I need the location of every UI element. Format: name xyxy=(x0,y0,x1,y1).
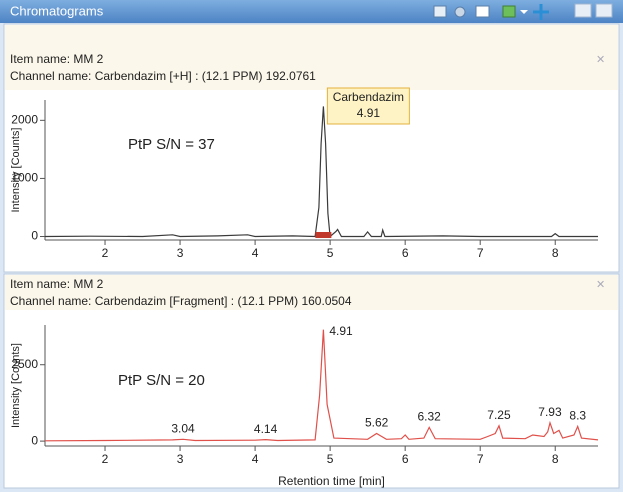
tooltip-box xyxy=(326,87,410,125)
y-tick-label: 0 xyxy=(31,433,38,447)
panel-header xyxy=(5,25,618,90)
peak-label: 4.91 xyxy=(329,324,353,338)
peak-label: 8.3 xyxy=(569,409,586,423)
x-tick-label: 6 xyxy=(402,246,409,260)
x-tick-label: 8 xyxy=(552,452,559,466)
title-bar xyxy=(0,0,623,23)
annotation: PtP S/N = 37 xyxy=(128,136,215,153)
y-axis-label: Intensity [Counts] xyxy=(10,343,22,428)
item-name: Item name: MM 2 xyxy=(10,52,104,66)
channel-name: Channel name: Carbendazim [Fragment] : (… xyxy=(10,294,352,308)
integration-marker xyxy=(315,232,332,238)
annotation: PtP S/N = 20 xyxy=(118,372,205,389)
peak-label: 5.62 xyxy=(365,416,389,430)
x-tick-label: 2 xyxy=(102,452,109,466)
window-title: Chromatograms xyxy=(10,3,104,18)
tooltip-name: Carbendazim xyxy=(333,90,404,104)
peak-label: 3.04 xyxy=(171,421,195,435)
x-tick-label: 5 xyxy=(327,246,334,260)
item-name: Item name: MM 2 xyxy=(10,277,104,291)
panel-header xyxy=(5,275,618,310)
x-tick-label: 7 xyxy=(477,246,484,260)
y-tick-label: 1000 xyxy=(11,171,38,185)
x-axis-label: Retention time [min] xyxy=(278,474,385,488)
x-tick-label: 7 xyxy=(477,452,484,466)
trace xyxy=(44,329,599,442)
peak-label: 7.25 xyxy=(487,408,511,422)
x-tick-label: 3 xyxy=(177,246,184,260)
y-tick-label: 2500 xyxy=(11,357,38,371)
peak-label: 6.32 xyxy=(417,410,441,424)
x-tick-label: 4 xyxy=(252,246,259,260)
x-tick-label: 4 xyxy=(252,452,259,466)
y-axis-label: Intensity [Counts] xyxy=(10,128,22,213)
y-tick-label: 0 xyxy=(31,229,38,243)
panel-close[interactable]: ✕ xyxy=(596,279,605,291)
x-tick-label: 5 xyxy=(327,452,334,466)
x-tick-label: 3 xyxy=(177,452,184,466)
toolbar[interactable] xyxy=(433,3,613,20)
x-tick-label: 6 xyxy=(402,452,409,466)
y-tick-label: 2000 xyxy=(11,113,38,127)
x-tick-label: 8 xyxy=(552,246,559,260)
x-tick-label: 2 xyxy=(102,246,109,260)
peak-label: 4.14 xyxy=(254,422,278,436)
channel-name: Channel name: Carbendazim [+H] : (12.1 P… xyxy=(10,69,316,83)
tooltip-value: 4.91 xyxy=(357,106,381,120)
panel-close[interactable]: ✕ xyxy=(596,54,605,66)
peak-label: 7.93 xyxy=(538,405,562,419)
